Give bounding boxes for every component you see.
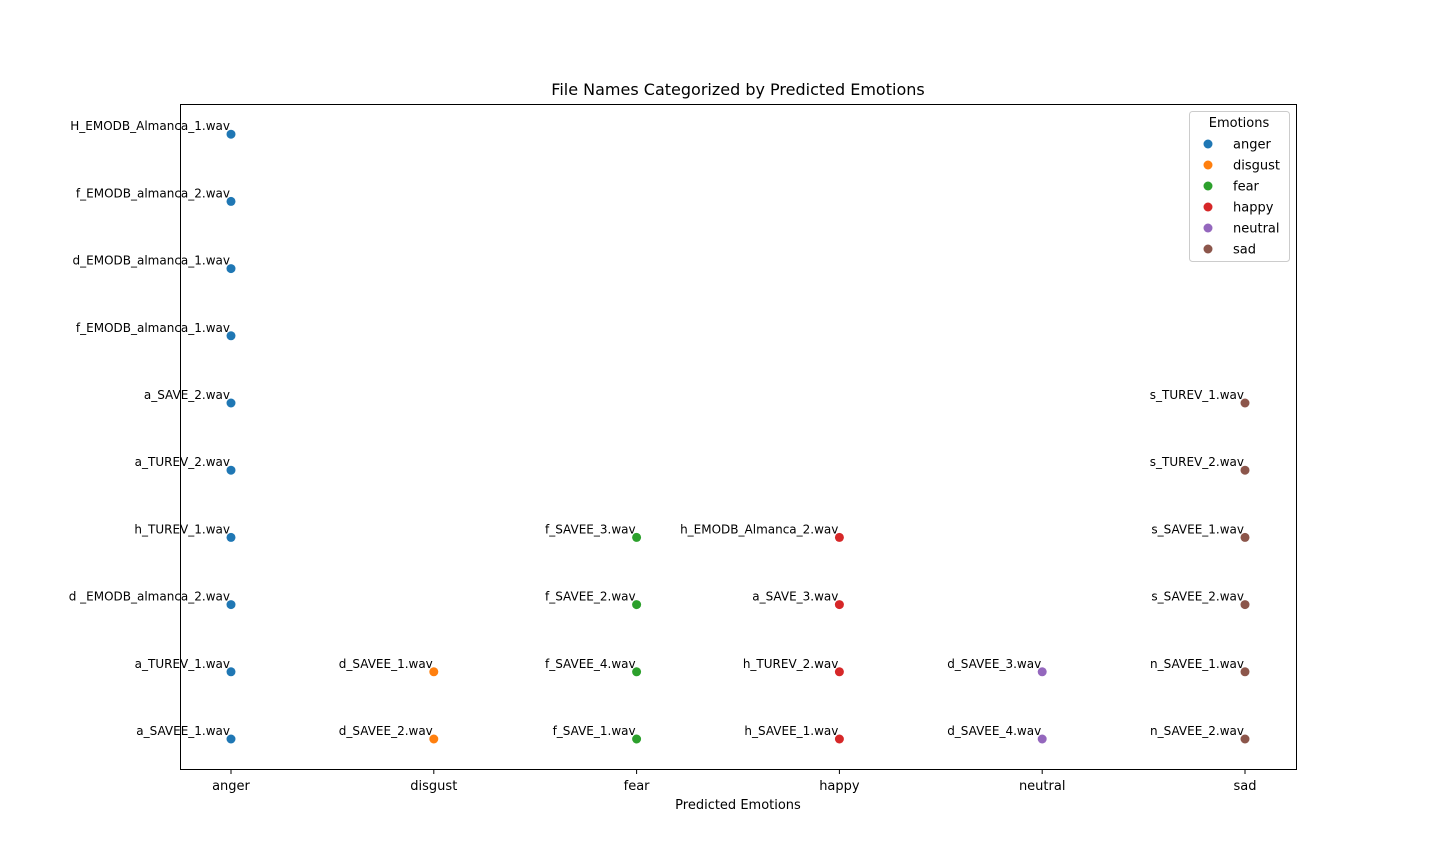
point-label-sad-4: n_SAVEE_1.wav xyxy=(1150,657,1244,671)
point-disgust-0 xyxy=(429,667,439,677)
legend-label-neutral: neutral xyxy=(1233,222,1280,237)
plot-frame xyxy=(180,104,1297,770)
point-fear-0 xyxy=(632,532,642,542)
point-anger-6 xyxy=(226,532,236,542)
x-tick-label-fear: fear xyxy=(624,779,651,794)
point-label-anger-1: f_EMODB_almanca_2.wav xyxy=(76,186,230,200)
legend-title: Emotions xyxy=(1209,116,1270,131)
x-tick-label-happy: happy xyxy=(819,779,860,794)
legend-label-fear: fear xyxy=(1233,180,1260,195)
point-sad-2 xyxy=(1240,532,1250,542)
chart-title: File Names Categorized by Predicted Emot… xyxy=(551,80,924,99)
point-anger-4 xyxy=(226,398,236,408)
point-happy-2 xyxy=(834,667,844,677)
point-label-anger-5: a_TUREV_2.wav xyxy=(135,455,230,469)
legend-label-sad: sad xyxy=(1233,243,1256,258)
legend-items: anger disgust fear happy neutral sad xyxy=(1203,138,1280,258)
point-label-happy-3: h_SAVEE_1.wav xyxy=(744,724,838,738)
point-anger-0 xyxy=(226,129,236,139)
point-neutral-0 xyxy=(1037,667,1047,677)
point-label-anger-8: a_TUREV_1.wav xyxy=(135,657,230,671)
legend-marker-fear xyxy=(1203,181,1213,191)
point-label-anger-3: f_EMODB_almanca_1.wav xyxy=(76,321,230,335)
data-points: H_EMODB_Almanca_1.wav f_EMODB_almanca_2.w… xyxy=(69,119,1250,744)
point-happy-3 xyxy=(834,734,844,744)
x-axis-label: Predicted Emotions xyxy=(675,798,801,813)
point-label-disgust-1: d_SAVEE_2.wav xyxy=(339,724,433,738)
point-label-sad-3: s_SAVEE_2.wav xyxy=(1151,590,1244,604)
x-tick-label-disgust: disgust xyxy=(410,779,457,794)
point-anger-5 xyxy=(226,465,236,475)
point-anger-8 xyxy=(226,667,236,677)
point-anger-2 xyxy=(226,264,236,274)
point-sad-4 xyxy=(1240,667,1250,677)
point-label-fear-1: f_SAVEE_2.wav xyxy=(545,590,636,604)
point-sad-1 xyxy=(1240,465,1250,475)
point-label-neutral-0: d_SAVEE_3.wav xyxy=(947,657,1041,671)
legend-marker-sad xyxy=(1203,244,1213,254)
x-tick-label-sad: sad xyxy=(1234,779,1257,794)
legend: Emotions anger disgust fear happy neutral sad xyxy=(1189,111,1290,262)
point-anger-1 xyxy=(226,196,236,206)
x-tick-label-anger: anger xyxy=(212,779,250,794)
legend-marker-anger xyxy=(1203,139,1213,149)
point-label-disgust-0: d_SAVEE_1.wav xyxy=(339,657,433,671)
point-fear-1 xyxy=(632,600,642,610)
legend-marker-disgust xyxy=(1203,160,1213,170)
legend-box xyxy=(1189,111,1290,262)
point-label-anger-6: h_TUREV_1.wav xyxy=(134,522,230,536)
point-label-sad-1: s_TUREV_2.wav xyxy=(1150,455,1244,469)
point-disgust-1 xyxy=(429,734,439,744)
legend-label-disgust: disgust xyxy=(1233,159,1280,174)
legend-marker-happy xyxy=(1203,202,1213,212)
point-happy-1 xyxy=(834,600,844,610)
point-label-anger-4: a_SAVE_2.wav xyxy=(144,388,230,402)
point-label-happy-0: h_EMODB_Almanca_2.wav xyxy=(680,522,838,536)
point-fear-3 xyxy=(632,734,642,744)
point-label-happy-2: h_TUREV_2.wav xyxy=(743,657,839,671)
point-anger-3 xyxy=(226,331,236,341)
point-label-anger-0: H_EMODB_Almanca_1.wav xyxy=(70,119,230,133)
point-label-happy-1: a_SAVE_3.wav xyxy=(752,590,838,604)
legend-label-anger: anger xyxy=(1233,138,1271,153)
point-label-fear-3: f_SAVE_1.wav xyxy=(553,724,636,738)
point-label-fear-0: f_SAVEE_3.wav xyxy=(545,522,636,536)
point-sad-0 xyxy=(1240,398,1250,408)
point-label-sad-5: n_SAVEE_2.wav xyxy=(1150,724,1244,738)
point-label-sad-0: s_TUREV_1.wav xyxy=(1150,388,1244,402)
point-sad-3 xyxy=(1240,600,1250,610)
point-neutral-1 xyxy=(1037,734,1047,744)
point-sad-5 xyxy=(1240,734,1250,744)
x-axis-ticks: anger disgust fear happy neutral sad xyxy=(212,770,1257,794)
point-label-anger-2: d_EMODB_almanca_1.wav xyxy=(73,254,230,268)
point-label-sad-2: s_SAVEE_1.wav xyxy=(1151,522,1244,536)
point-anger-7 xyxy=(226,600,236,610)
point-label-neutral-1: d_SAVEE_4.wav xyxy=(947,724,1041,738)
point-label-anger-9: a_SAVEE_1.wav xyxy=(136,724,230,738)
point-label-fear-2: f_SAVEE_4.wav xyxy=(545,657,636,671)
legend-label-happy: happy xyxy=(1233,201,1274,216)
point-happy-0 xyxy=(834,532,844,542)
point-anger-9 xyxy=(226,734,236,744)
point-label-anger-7: d _EMODB_almanca_2.wav xyxy=(69,590,230,604)
x-tick-label-neutral: neutral xyxy=(1019,779,1066,794)
point-fear-2 xyxy=(632,667,642,677)
legend-marker-neutral xyxy=(1203,223,1213,233)
